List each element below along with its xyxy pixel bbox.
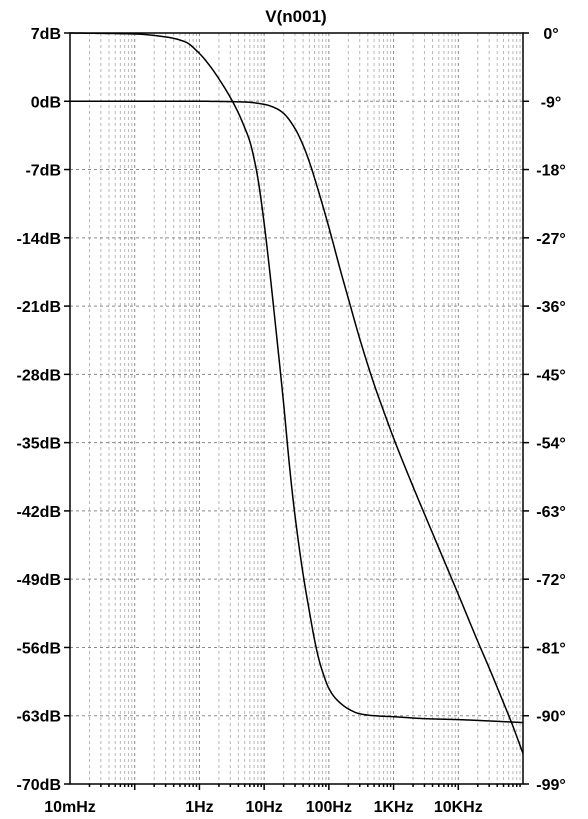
y-left-tick-label: -21dB <box>17 299 61 316</box>
x-tick-label: 10KHz <box>434 799 483 816</box>
y-left-tick-label: 7dB <box>31 26 61 43</box>
y-right-tick-label: -90° <box>536 709 566 726</box>
y-right-tick-label: -63° <box>536 504 566 521</box>
x-tick-label: 1Hz <box>185 799 213 816</box>
magnitude-curve <box>69 32 524 724</box>
x-tick-label: 100Hz <box>306 799 352 816</box>
y-right-tick-label: -9° <box>541 94 562 111</box>
grid <box>70 33 523 784</box>
left-axis-labels: 7dB 0dB -7dB -14dB -21dB -28dB -35dB -42dB -49dB… <box>17 26 61 794</box>
y-right-tick-label: -45° <box>536 367 566 384</box>
y-right-tick-label: -36° <box>536 299 566 316</box>
x-tick-label: 10mHz <box>44 799 96 816</box>
y-right-tick-label: -72° <box>536 572 566 589</box>
phase-curve <box>70 100 524 754</box>
y-left-tick-label: -63dB <box>17 709 61 726</box>
ticks <box>64 32 529 790</box>
y-right-tick-label: -27° <box>536 231 566 248</box>
y-right-tick-label: -81° <box>536 640 566 657</box>
y-left-tick-label: -35dB <box>17 436 61 453</box>
y-right-tick-label: -99° <box>536 777 566 794</box>
chart-title: V(n001) <box>265 7 326 26</box>
y-left-tick-label: -42dB <box>17 504 61 521</box>
y-right-tick-label: -54° <box>536 436 566 453</box>
y-left-tick-label: 0dB <box>31 94 61 111</box>
plot-frame <box>69 32 524 785</box>
x-tick-label: 10Hz <box>245 799 282 816</box>
y-right-tick-label: -18° <box>536 163 566 180</box>
y-left-tick-label: -49dB <box>17 572 61 589</box>
y-left-tick-label: -14dB <box>17 231 61 248</box>
x-tick-label: 1KHz <box>374 799 414 816</box>
y-left-tick-label: -70dB <box>17 777 61 794</box>
y-left-tick-label: -56dB <box>17 640 61 657</box>
curves <box>69 32 524 754</box>
y-left-tick-label: -7dB <box>25 163 61 180</box>
y-right-tick-label: 0° <box>543 26 558 43</box>
x-axis-labels: 10mHz 1Hz 10Hz 100Hz 1KHz 10KHz <box>44 799 483 816</box>
right-axis-labels: 0° -9° -18° -27° -36° -45° -54° -63° -72° -81° -90… <box>536 26 566 794</box>
y-left-tick-label: -28dB <box>17 367 61 384</box>
